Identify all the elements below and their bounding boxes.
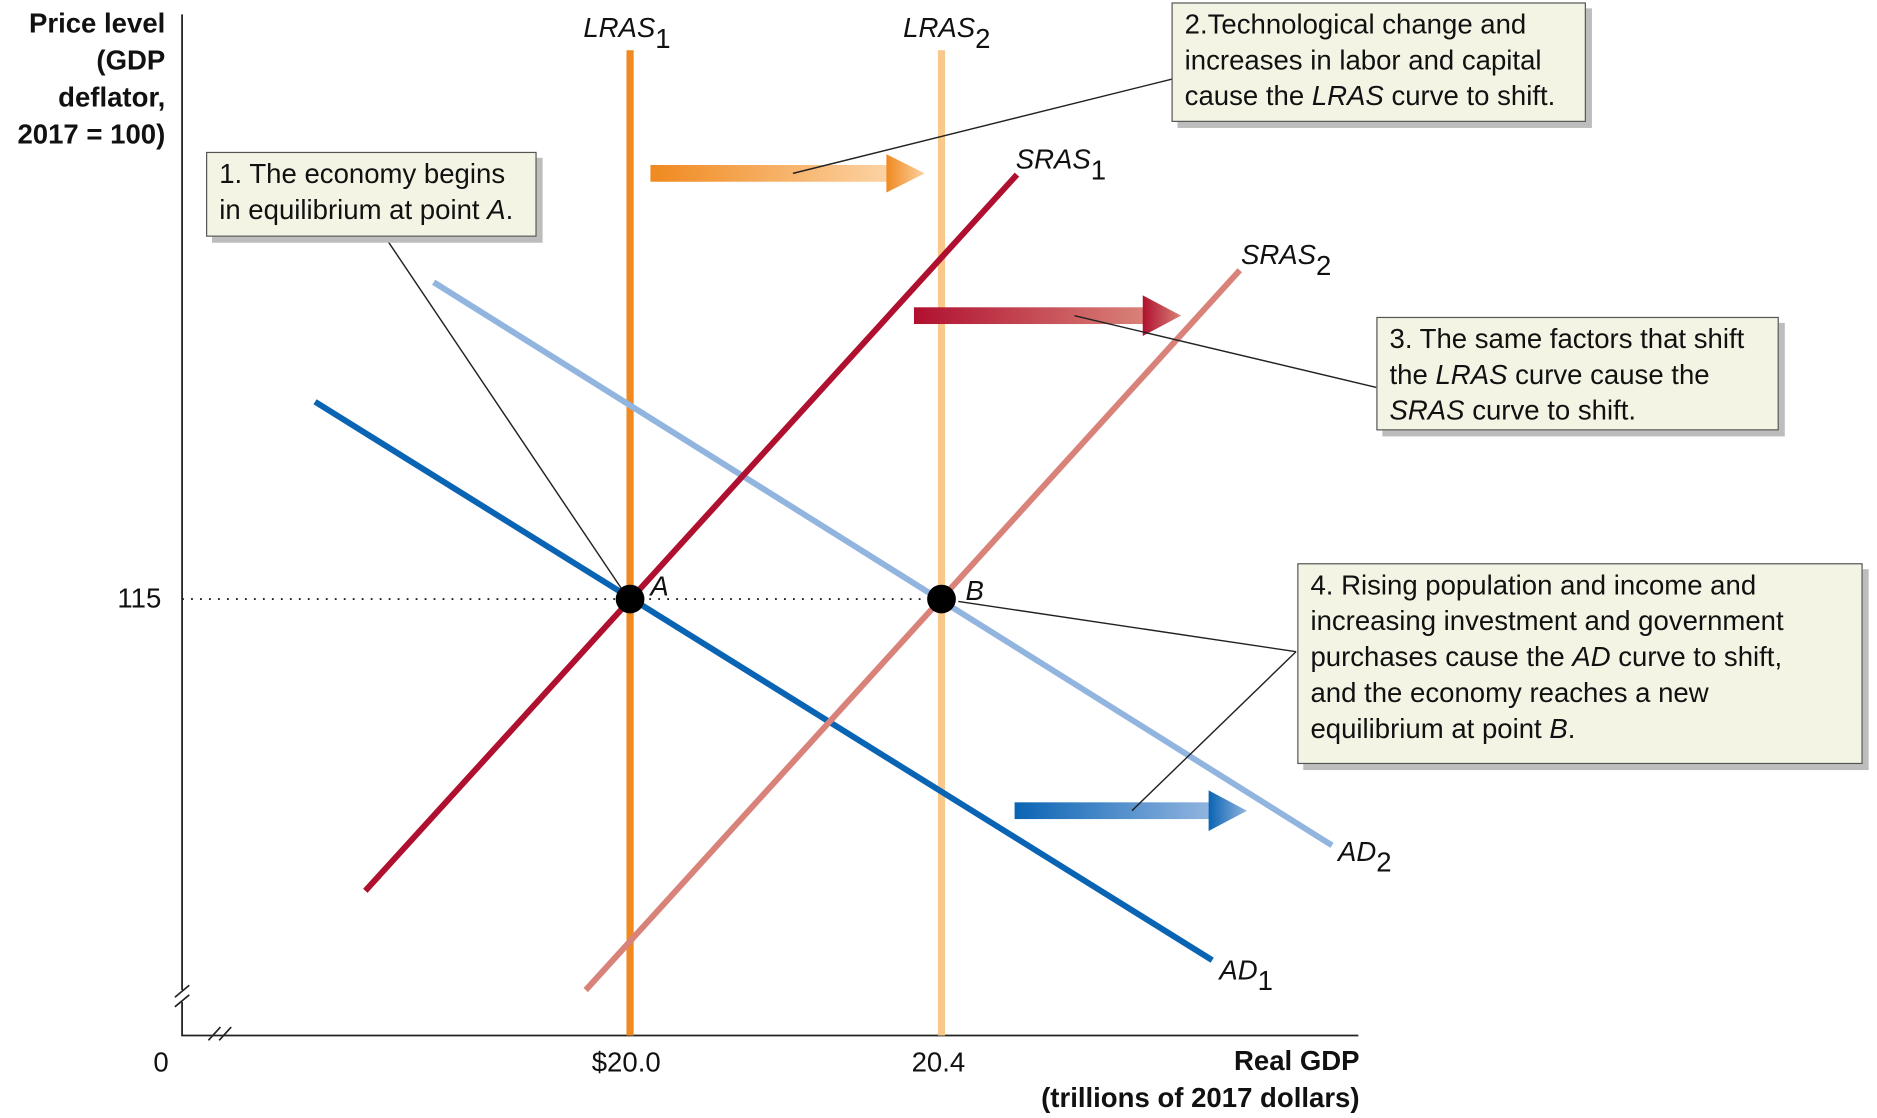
x-tick-label: 20.4 bbox=[911, 1046, 966, 1078]
callout-text-run: A bbox=[487, 193, 506, 225]
callout-text-run: LRAS bbox=[1435, 358, 1508, 390]
y-axis-label: Price level (GDP deflator, 2017 = 100) bbox=[0, 5, 165, 153]
callout-ad-shift: 4. Rising population and income and incre… bbox=[1297, 563, 1863, 765]
callout-text-run: 3. The same factors that shift bbox=[1389, 322, 1745, 354]
callout-line: increases in labor and capital bbox=[1185, 42, 1573, 78]
y-axis-label-line: (GDP bbox=[96, 44, 166, 76]
sras1-curve bbox=[363, 172, 1020, 893]
ad2-curve bbox=[432, 279, 1334, 848]
point-b-label: B bbox=[965, 575, 983, 606]
callout-text-run: purchases cause the bbox=[1310, 640, 1573, 672]
ad1-curve bbox=[313, 399, 1214, 963]
callout-text-run: AD bbox=[1572, 640, 1611, 672]
lras1-label: LRAS1 bbox=[583, 12, 670, 54]
x-axis-break-icon bbox=[207, 1026, 232, 1041]
x-axis-label: Real GDP (trillions of 2017 dollars) bbox=[982, 1043, 1359, 1117]
point-b-marker bbox=[927, 584, 956, 614]
callout-text-run: . bbox=[505, 193, 514, 225]
point-a-label: A bbox=[648, 570, 668, 601]
y-axis-label-line: 2017 = 100) bbox=[17, 118, 166, 150]
ad2-label: AD2 bbox=[1336, 836, 1392, 878]
callout-text-run: . bbox=[1567, 712, 1576, 744]
callout-line: equilibrium at point B. bbox=[1310, 710, 1849, 746]
y-tick-label: 115 bbox=[117, 582, 162, 614]
x-tick-label: $20.0 bbox=[591, 1046, 661, 1078]
shift-arrow-shaft bbox=[1014, 802, 1212, 820]
callout-line: 1. The economy begins bbox=[219, 155, 523, 191]
shift-arrow-head bbox=[1142, 295, 1182, 336]
callout-line: increasing investment and government bbox=[1310, 603, 1849, 639]
callout-sras-shift: 3. The same factors that shift the LRAS c… bbox=[1376, 316, 1779, 431]
callout-text-run: 4. Rising population and income and bbox=[1310, 569, 1757, 601]
shift-arrow-head bbox=[886, 154, 925, 193]
sras2-curve bbox=[583, 268, 1242, 993]
callout-text-run: equilibrium at point bbox=[1310, 712, 1550, 744]
point-a-marker bbox=[615, 584, 645, 614]
callout-text-run: SRAS bbox=[1389, 394, 1465, 426]
callout-initial-equilibrium: 1. The economy begins in equilibrium at p… bbox=[206, 151, 537, 237]
x-axis-label-line: Real GDP bbox=[1233, 1045, 1360, 1077]
callout-line: SRAS curve to shift. bbox=[1390, 392, 1766, 428]
callout-text-run: the bbox=[1389, 358, 1436, 390]
callout-text-run: increases in labor and capital bbox=[1184, 44, 1542, 76]
callout-line: the LRAS curve cause the bbox=[1390, 356, 1766, 392]
callout-leader-line bbox=[1074, 314, 1377, 389]
callout-text-run: curve to shift. bbox=[1383, 80, 1556, 112]
callout-text-run: increasing investment and government bbox=[1310, 605, 1784, 637]
shift-arrow-head bbox=[1208, 790, 1247, 832]
callout-text-run: 2.Technological change and bbox=[1184, 8, 1527, 40]
y-axis-break-icon bbox=[174, 984, 190, 1008]
y-axis-label-line: deflator, bbox=[58, 81, 166, 113]
callout-line: and the economy reaches a new bbox=[1310, 674, 1849, 710]
callout-line: 2.Technological change and bbox=[1185, 6, 1573, 42]
callout-leader-line bbox=[385, 237, 626, 595]
x-axis-label-line: (trillions of 2017 dollars) bbox=[1041, 1082, 1360, 1114]
callout-text-run: B bbox=[1549, 712, 1568, 744]
ad1-label: AD1 bbox=[1217, 954, 1273, 996]
origin-label: 0 bbox=[153, 1046, 169, 1078]
callout-line: cause the LRAS curve to shift. bbox=[1185, 78, 1573, 114]
callout-text-run: LRAS bbox=[1311, 80, 1384, 112]
lras2-label: LRAS2 bbox=[903, 12, 990, 54]
sras1-label: SRAS1 bbox=[1016, 144, 1106, 186]
callout-text-run: cause the bbox=[1184, 80, 1312, 112]
callout-lras-shift: 2.Technological change and increases in l… bbox=[1171, 2, 1586, 122]
lras-shift-arrow bbox=[650, 154, 925, 193]
callout-line: 4. Rising population and income and bbox=[1310, 567, 1849, 603]
y-axis-label-line: Price level bbox=[28, 7, 166, 39]
callout-text-run: curve to shift. bbox=[1464, 394, 1637, 426]
callout-line: 3. The same factors that shift bbox=[1390, 320, 1766, 356]
shift-arrow-shaft bbox=[650, 165, 889, 182]
sras-shift-arrow bbox=[913, 295, 1182, 336]
callout-text-run: curve to shift, bbox=[1610, 640, 1783, 672]
callout-leader-line bbox=[792, 78, 1173, 175]
callout-line: purchases cause the AD curve to shift, bbox=[1310, 639, 1849, 675]
callout-line: in equilibrium at point A. bbox=[219, 191, 523, 227]
callout-leader-line bbox=[1131, 651, 1297, 812]
callout-text-run: in equilibrium at point bbox=[219, 193, 488, 225]
callout-text-run: and the economy reaches a new bbox=[1310, 676, 1709, 708]
callout-text-run: curve cause the bbox=[1507, 358, 1710, 390]
shift-arrow-shaft bbox=[913, 307, 1146, 325]
sras2-label: SRAS2 bbox=[1241, 239, 1331, 281]
callout-leader-line bbox=[958, 600, 1297, 653]
ad-shift-arrow bbox=[1014, 790, 1247, 832]
callout-text-run: 1. The economy begins bbox=[219, 157, 506, 189]
axes bbox=[181, 14, 1359, 1037]
